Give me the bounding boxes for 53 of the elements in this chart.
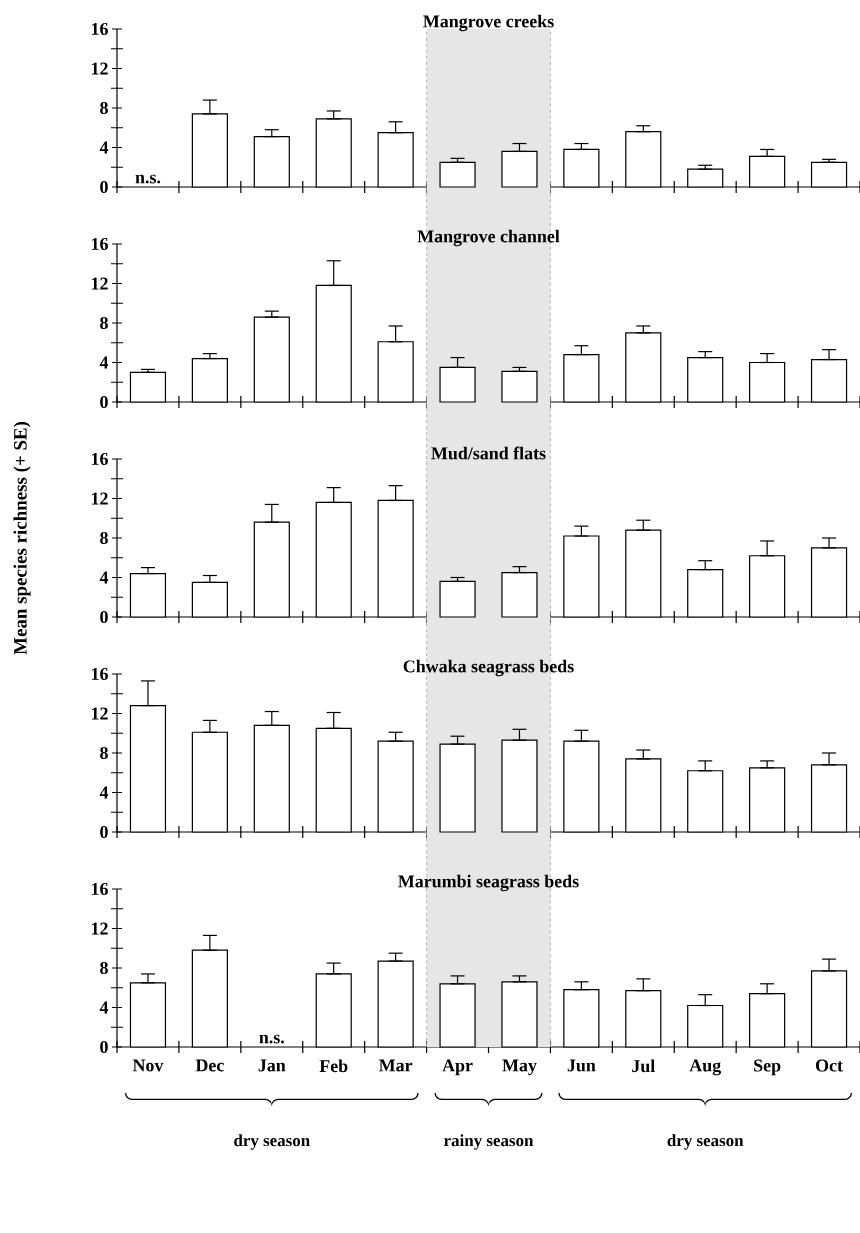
bar <box>501 571 538 618</box>
x-tick-label: Jan <box>258 1059 286 1072</box>
x-tick-label: Apr <box>442 1059 473 1076</box>
y-tick-label: 12 <box>91 277 108 290</box>
y-tick-label: 0 <box>100 825 108 839</box>
x-tick-label: Aug <box>689 1059 721 1076</box>
y-tick-label: 0 <box>100 1040 108 1054</box>
chart-title: Chwaka seagrass beds <box>403 659 574 677</box>
annotation: n.s. <box>259 1034 284 1044</box>
y-tick-label: 0 <box>100 610 108 624</box>
x-tick-label: Jul <box>632 1059 655 1073</box>
y-tick-label: 12 <box>91 707 108 720</box>
y-axis-title: Mean species richness (+ SE) <box>13 421 31 655</box>
bar <box>501 370 538 403</box>
y-tick-label: 12 <box>91 62 108 75</box>
x-tick-label: Mar <box>379 1059 413 1072</box>
y-tick-label: 16 <box>91 237 108 251</box>
y-tick-label: 8 <box>100 746 108 760</box>
y-tick-label: 16 <box>91 22 108 36</box>
y-tick-label: 16 <box>91 667 108 681</box>
bar <box>439 161 476 188</box>
bar <box>439 580 476 618</box>
chart-title: Marumbi seagrass beds <box>398 874 579 892</box>
y-tick-label: 4 <box>99 356 109 369</box>
y-tick-label: 8 <box>100 531 108 545</box>
y-tick-label: 12 <box>91 922 108 935</box>
x-tick-label: Oct <box>815 1059 843 1072</box>
y-tick-label: 8 <box>100 316 108 330</box>
y-tick-label: 4 <box>99 141 109 154</box>
chart-title: Mangrove creeks <box>423 14 554 32</box>
chart-title: Mud/sand flats <box>431 446 546 460</box>
x-tick-label: Jun <box>567 1059 596 1072</box>
bar <box>439 743 476 833</box>
x-tick-label: Sep <box>754 1059 781 1076</box>
annotation: n.s. <box>135 174 161 184</box>
chart-title: Mangrove channel <box>417 229 560 247</box>
text: rainy season <box>444 1134 534 1150</box>
x-tick-label: May <box>502 1059 537 1076</box>
text: dry season <box>667 1134 744 1150</box>
y-tick-label: 8 <box>100 961 108 975</box>
x-tick-label: Nov <box>132 1059 164 1072</box>
x-tick-label: Feb <box>319 1059 348 1073</box>
y-tick-label: 4 <box>99 786 109 799</box>
y-tick-label: 4 <box>99 571 109 584</box>
y-tick-label: 4 <box>99 1001 109 1014</box>
y-tick-label: 0 <box>100 180 108 194</box>
y-tick-label: 0 <box>100 395 108 409</box>
y-tick-label: 16 <box>91 452 108 466</box>
y-tick-label: 16 <box>91 882 108 896</box>
y-tick-label: 12 <box>91 492 108 505</box>
y-tick-label: 8 <box>100 101 108 115</box>
text: dry season <box>234 1134 310 1150</box>
x-tick-label: Dec <box>195 1059 224 1072</box>
